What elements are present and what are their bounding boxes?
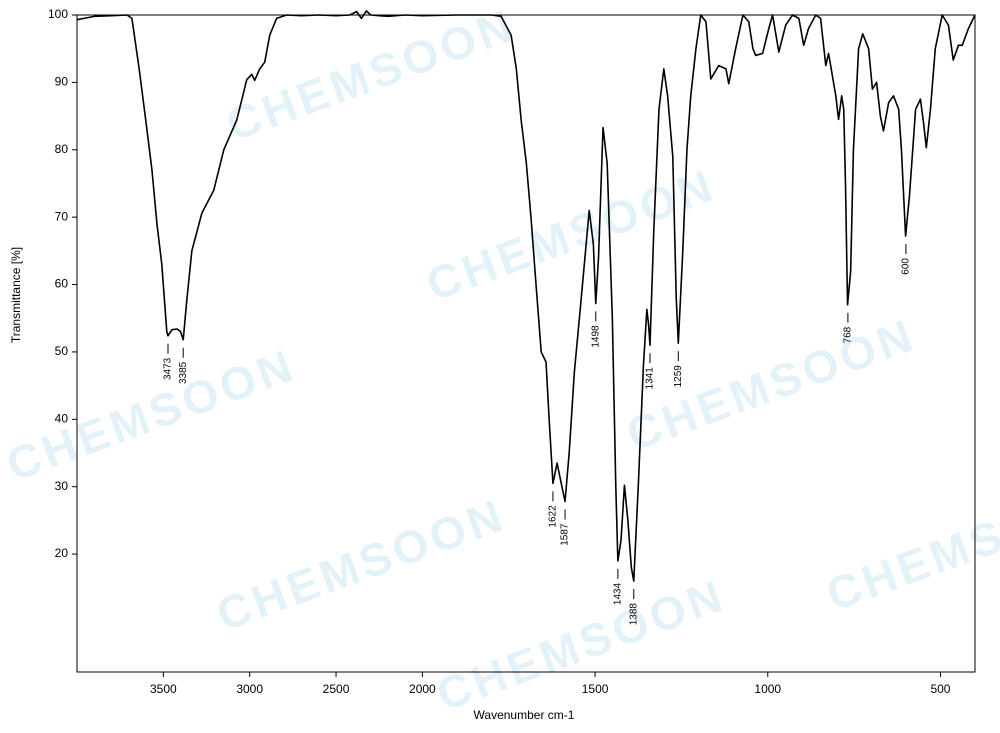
y-tick-label: 60 bbox=[55, 277, 69, 291]
watermark: CHEMSOON bbox=[0, 338, 302, 490]
x-tick-label: 3000 bbox=[236, 682, 263, 696]
peak-label: 768 bbox=[843, 326, 854, 343]
watermark: CHEMSOON bbox=[420, 158, 722, 310]
y-tick-label: 80 bbox=[55, 142, 69, 156]
watermark: CHEMSOON bbox=[220, 0, 522, 151]
spectrum-line bbox=[76, 10, 976, 582]
peak-label: 1388 bbox=[628, 603, 639, 626]
peak-label: 600 bbox=[901, 258, 912, 275]
x-tick-label: 1000 bbox=[754, 682, 781, 696]
y-tick-label: 50 bbox=[55, 344, 69, 358]
watermark: CHEMSOON bbox=[820, 468, 1000, 620]
y-tick-label: 20 bbox=[55, 546, 69, 560]
watermark: CHEMSOON bbox=[620, 308, 922, 460]
y-tick-label: 30 bbox=[55, 479, 69, 493]
peak-label: 1259 bbox=[673, 365, 684, 388]
y-tick-label: 40 bbox=[55, 411, 69, 425]
peak-label: 1341 bbox=[645, 367, 656, 390]
x-axis-label: Wavenumber cm-1 bbox=[474, 708, 575, 722]
watermark: CHEMSOON bbox=[210, 488, 512, 640]
x-tick-label: 1500 bbox=[582, 682, 609, 696]
peak-label: 1622 bbox=[548, 505, 559, 528]
watermark: CHEMSOON bbox=[430, 568, 732, 720]
peak-label: 1587 bbox=[560, 523, 571, 546]
x-tick-label: 2000 bbox=[409, 682, 436, 696]
peak-label: 1434 bbox=[613, 582, 624, 605]
x-tick-label: 2500 bbox=[323, 682, 350, 696]
y-tick-label: 90 bbox=[55, 75, 69, 89]
peak-label: 3473 bbox=[163, 357, 174, 380]
peak-label: 1498 bbox=[590, 325, 601, 348]
peak-label: 3385 bbox=[178, 361, 189, 384]
y-tick-label: 100 bbox=[48, 7, 68, 21]
y-tick-label: 70 bbox=[55, 209, 69, 223]
x-tick-label: 500 bbox=[930, 682, 950, 696]
plot-frame bbox=[76, 14, 976, 673]
y-axis-label: Transmittance [%] bbox=[9, 247, 23, 343]
x-tick-label: 3500 bbox=[150, 682, 177, 696]
